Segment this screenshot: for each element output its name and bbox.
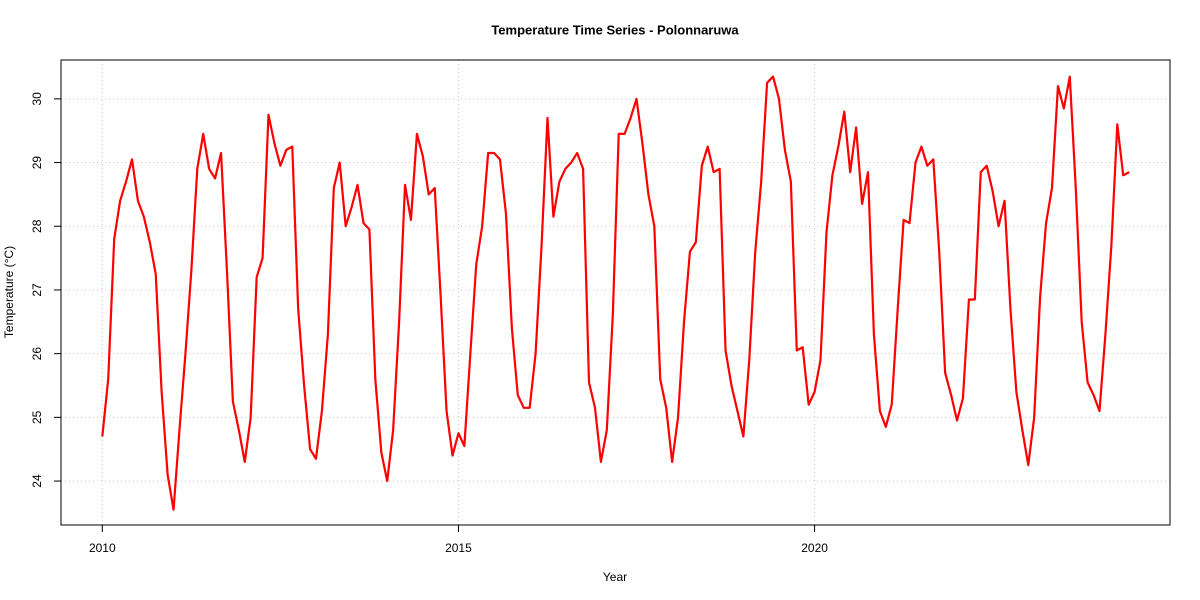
y-tick-label: 25	[30, 410, 44, 424]
x-tick-label: 2010	[89, 541, 116, 555]
x-tick-label: 2020	[801, 541, 828, 555]
chart-title: Temperature Time Series - Polonnaruwa	[491, 22, 739, 37]
y-tick-label: 26	[30, 347, 44, 361]
y-axis-title: Temperature (°C)	[2, 246, 16, 338]
y-tick-label: 28	[30, 219, 44, 233]
y-tick-label: 29	[30, 156, 44, 170]
x-tick-label: 2015	[445, 541, 472, 555]
data-line	[101, 75, 1130, 511]
y-tick-label: 24	[30, 474, 44, 488]
x-axis-title: Year	[603, 570, 627, 584]
y-tick-label: 30	[30, 92, 44, 106]
y-tick-label: 27	[30, 283, 44, 297]
plot-frame	[60, 59, 1171, 526]
